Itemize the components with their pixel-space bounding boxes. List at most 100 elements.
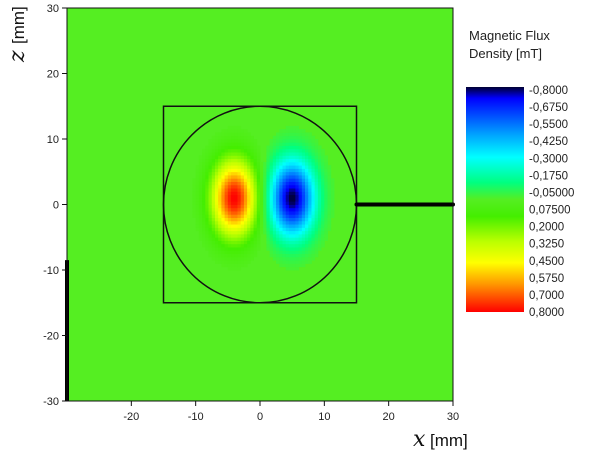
heatmap-cell: [260, 201, 264, 205]
heatmap-cell: [214, 220, 219, 225]
heatmap-cell: [301, 168, 306, 173]
heatmap-cell: [327, 165, 332, 169]
heatmap-cell: [256, 243, 261, 248]
heatmap-cell: [221, 158, 226, 163]
heatmap-cell: [253, 237, 258, 241]
heatmap-cell: [214, 197, 219, 202]
heatmap-cell: [292, 178, 296, 182]
heatmap-cell: [260, 181, 264, 186]
heatmap-cell: [269, 207, 274, 212]
heatmap-cell: [211, 178, 216, 182]
heatmap-cell: [218, 201, 222, 205]
heatmap-cell: [295, 243, 299, 248]
heatmap-cell: [247, 191, 251, 196]
heatmap-cell: [292, 145, 296, 150]
heatmap-cell: [205, 230, 209, 235]
heatmap-cell: [214, 145, 219, 150]
heatmap-cell: [208, 178, 213, 182]
heatmap-cell: [317, 220, 322, 225]
heatmap-cell: [301, 256, 306, 261]
y-tick-label: -20: [43, 331, 59, 343]
heatmap-cell: [253, 191, 258, 196]
heatmap-cell: [317, 237, 322, 241]
heatmap-cell: [301, 243, 306, 248]
heatmap-cell: [234, 204, 238, 209]
heatmap-cell: [247, 165, 251, 169]
heatmap-cell: [276, 240, 280, 245]
heatmap-cell: [321, 224, 325, 228]
heatmap-cell: [301, 220, 306, 225]
heatmap-cell: [240, 263, 245, 268]
heatmap-cell: [227, 132, 232, 137]
heatmap-cell: [314, 175, 319, 179]
heatmap-cell: [253, 217, 258, 222]
heatmap-cell: [314, 145, 319, 150]
heatmap-cell: [231, 201, 235, 205]
heatmap-cell: [243, 194, 248, 199]
heatmap-cell: [269, 188, 274, 192]
heatmap-cell: [202, 181, 206, 186]
heatmap-cell: [243, 171, 248, 176]
heatmap-cell: [324, 191, 328, 196]
heatmap-cell: [256, 197, 261, 202]
heatmap-cell: [292, 263, 296, 268]
heatmap-cell: [237, 191, 242, 196]
x-axis-variable: x: [413, 427, 426, 452]
heatmap-cell: [292, 125, 296, 130]
heatmap-cell: [314, 214, 319, 218]
heatmap-cell: [295, 158, 299, 163]
heatmap-cell: [240, 240, 245, 245]
heatmap-cell: [317, 204, 322, 209]
colorbar-title-line1: Magnetic Flux: [469, 28, 550, 43]
heatmap-cell: [263, 161, 267, 166]
heatmap-cell: [285, 171, 290, 176]
heatmap-cell: [298, 191, 303, 196]
heatmap-cell: [231, 175, 235, 179]
heatmap-cell: [295, 211, 299, 215]
heatmap-cell: [305, 178, 309, 182]
heatmap-cell: [250, 171, 254, 176]
heatmap-cell: [305, 250, 309, 255]
heatmap-cell: [247, 207, 251, 212]
heatmap-cell: [205, 207, 209, 212]
heatmap-cell: [311, 240, 316, 245]
heatmap-cell: [195, 181, 200, 186]
heatmap-cell: [234, 240, 238, 245]
heatmap-cell: [205, 204, 209, 209]
heatmap-cell: [276, 227, 280, 232]
heatmap-cell: [279, 158, 283, 163]
heatmap-cell: [288, 188, 293, 192]
heatmap-cell: [314, 211, 319, 215]
heatmap-cell: [276, 184, 280, 189]
heatmap-cell: [205, 211, 209, 215]
heatmap-cell: [295, 233, 299, 238]
heatmap-cell: [214, 214, 219, 218]
heatmap-cell: [314, 197, 319, 202]
heatmap-cell: [311, 224, 316, 228]
heatmap-cell: [317, 188, 322, 192]
heatmap-cell: [288, 161, 293, 166]
heatmap-cell: [218, 184, 222, 189]
heatmap-cell: [231, 135, 235, 140]
heatmap-cell: [243, 135, 248, 140]
heatmap-cell: [192, 194, 197, 199]
heatmap-cell: [243, 253, 248, 258]
heatmap-cell: [224, 155, 229, 160]
heatmap-cell: [198, 181, 203, 186]
heatmap-cell: [237, 139, 242, 143]
heatmap-cell: [195, 204, 200, 209]
heatmap-cell: [295, 224, 299, 228]
heatmap-cell: [282, 220, 287, 225]
heatmap-cell: [266, 165, 271, 169]
heatmap-cell: [276, 142, 280, 146]
heatmap-cell: [298, 224, 303, 228]
heatmap-cell: [237, 168, 242, 173]
heatmap-cell: [218, 165, 222, 169]
heatmap-cell: [224, 191, 229, 196]
heatmap-cell: [224, 217, 229, 222]
heatmap-cell: [269, 204, 274, 209]
heatmap-cell: [237, 237, 242, 241]
heatmap-cell: [288, 227, 293, 232]
heatmap-cell: [276, 155, 280, 160]
heatmap-cell: [295, 152, 299, 156]
